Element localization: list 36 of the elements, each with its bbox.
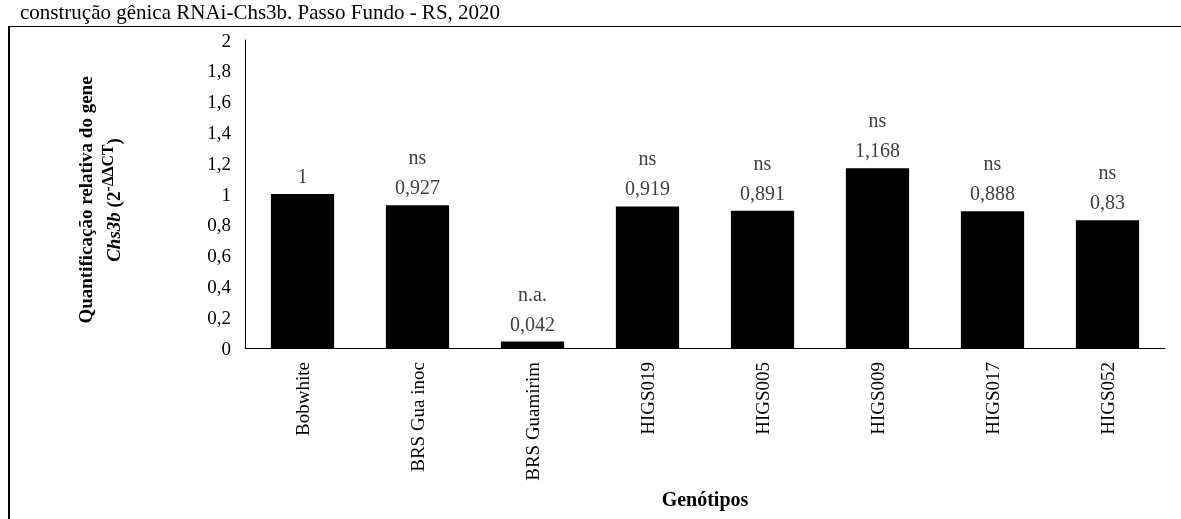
y-tick-label: 2 — [221, 29, 231, 51]
annotation: n.a. — [518, 282, 547, 305]
x-tick-label: HIGS017 — [982, 362, 1003, 435]
data-label: 0,042 — [510, 312, 555, 335]
annotation: ns — [983, 152, 1002, 175]
y-tick-label: 1,2 — [207, 152, 231, 174]
x-tick-label: HIGS005 — [752, 362, 773, 435]
data-label: 0,919 — [625, 177, 670, 200]
y-tick-label: 0,6 — [207, 245, 231, 267]
annotation: ns — [408, 146, 427, 169]
data-label: 1 — [297, 165, 308, 187]
y-tick-label: 0,4 — [207, 275, 232, 297]
annotation: ns — [638, 147, 657, 170]
data-label: 1,168 — [855, 139, 900, 162]
x-tick-label: BRS Guamirim — [522, 361, 543, 481]
y-tick-label: 0 — [221, 337, 231, 359]
y-tick-label: 0,8 — [207, 214, 231, 236]
x-tick-label: HIGS009 — [867, 362, 888, 435]
data-label: 0,888 — [970, 182, 1015, 205]
chart-title: construção gênica RNAi-Chs3b. Passo Fundo - RS, 2020 — [20, 0, 501, 24]
y-tick-label: 1,8 — [207, 60, 231, 82]
annotation: ns — [1098, 161, 1117, 184]
data-label: 0,891 — [740, 181, 785, 204]
annotation: ns — [753, 151, 772, 174]
x-tick-label: HIGS052 — [1097, 362, 1118, 435]
y-tick-label: 1 — [221, 183, 231, 205]
x-axis-title: Genótipos — [661, 487, 749, 511]
data-label: 0,83 — [1090, 191, 1125, 214]
data-label: 0,927 — [395, 176, 440, 199]
y-tick-label: 1,4 — [207, 121, 232, 143]
y-tick-label: 1,6 — [207, 91, 231, 113]
x-tick-label: Bobwhite — [292, 362, 313, 436]
x-tick-label: BRS Gua inoc — [407, 362, 428, 472]
annotation: ns — [868, 109, 887, 132]
x-tick-label: HIGS019 — [637, 362, 658, 435]
y-tick-label: 0,2 — [207, 306, 231, 328]
